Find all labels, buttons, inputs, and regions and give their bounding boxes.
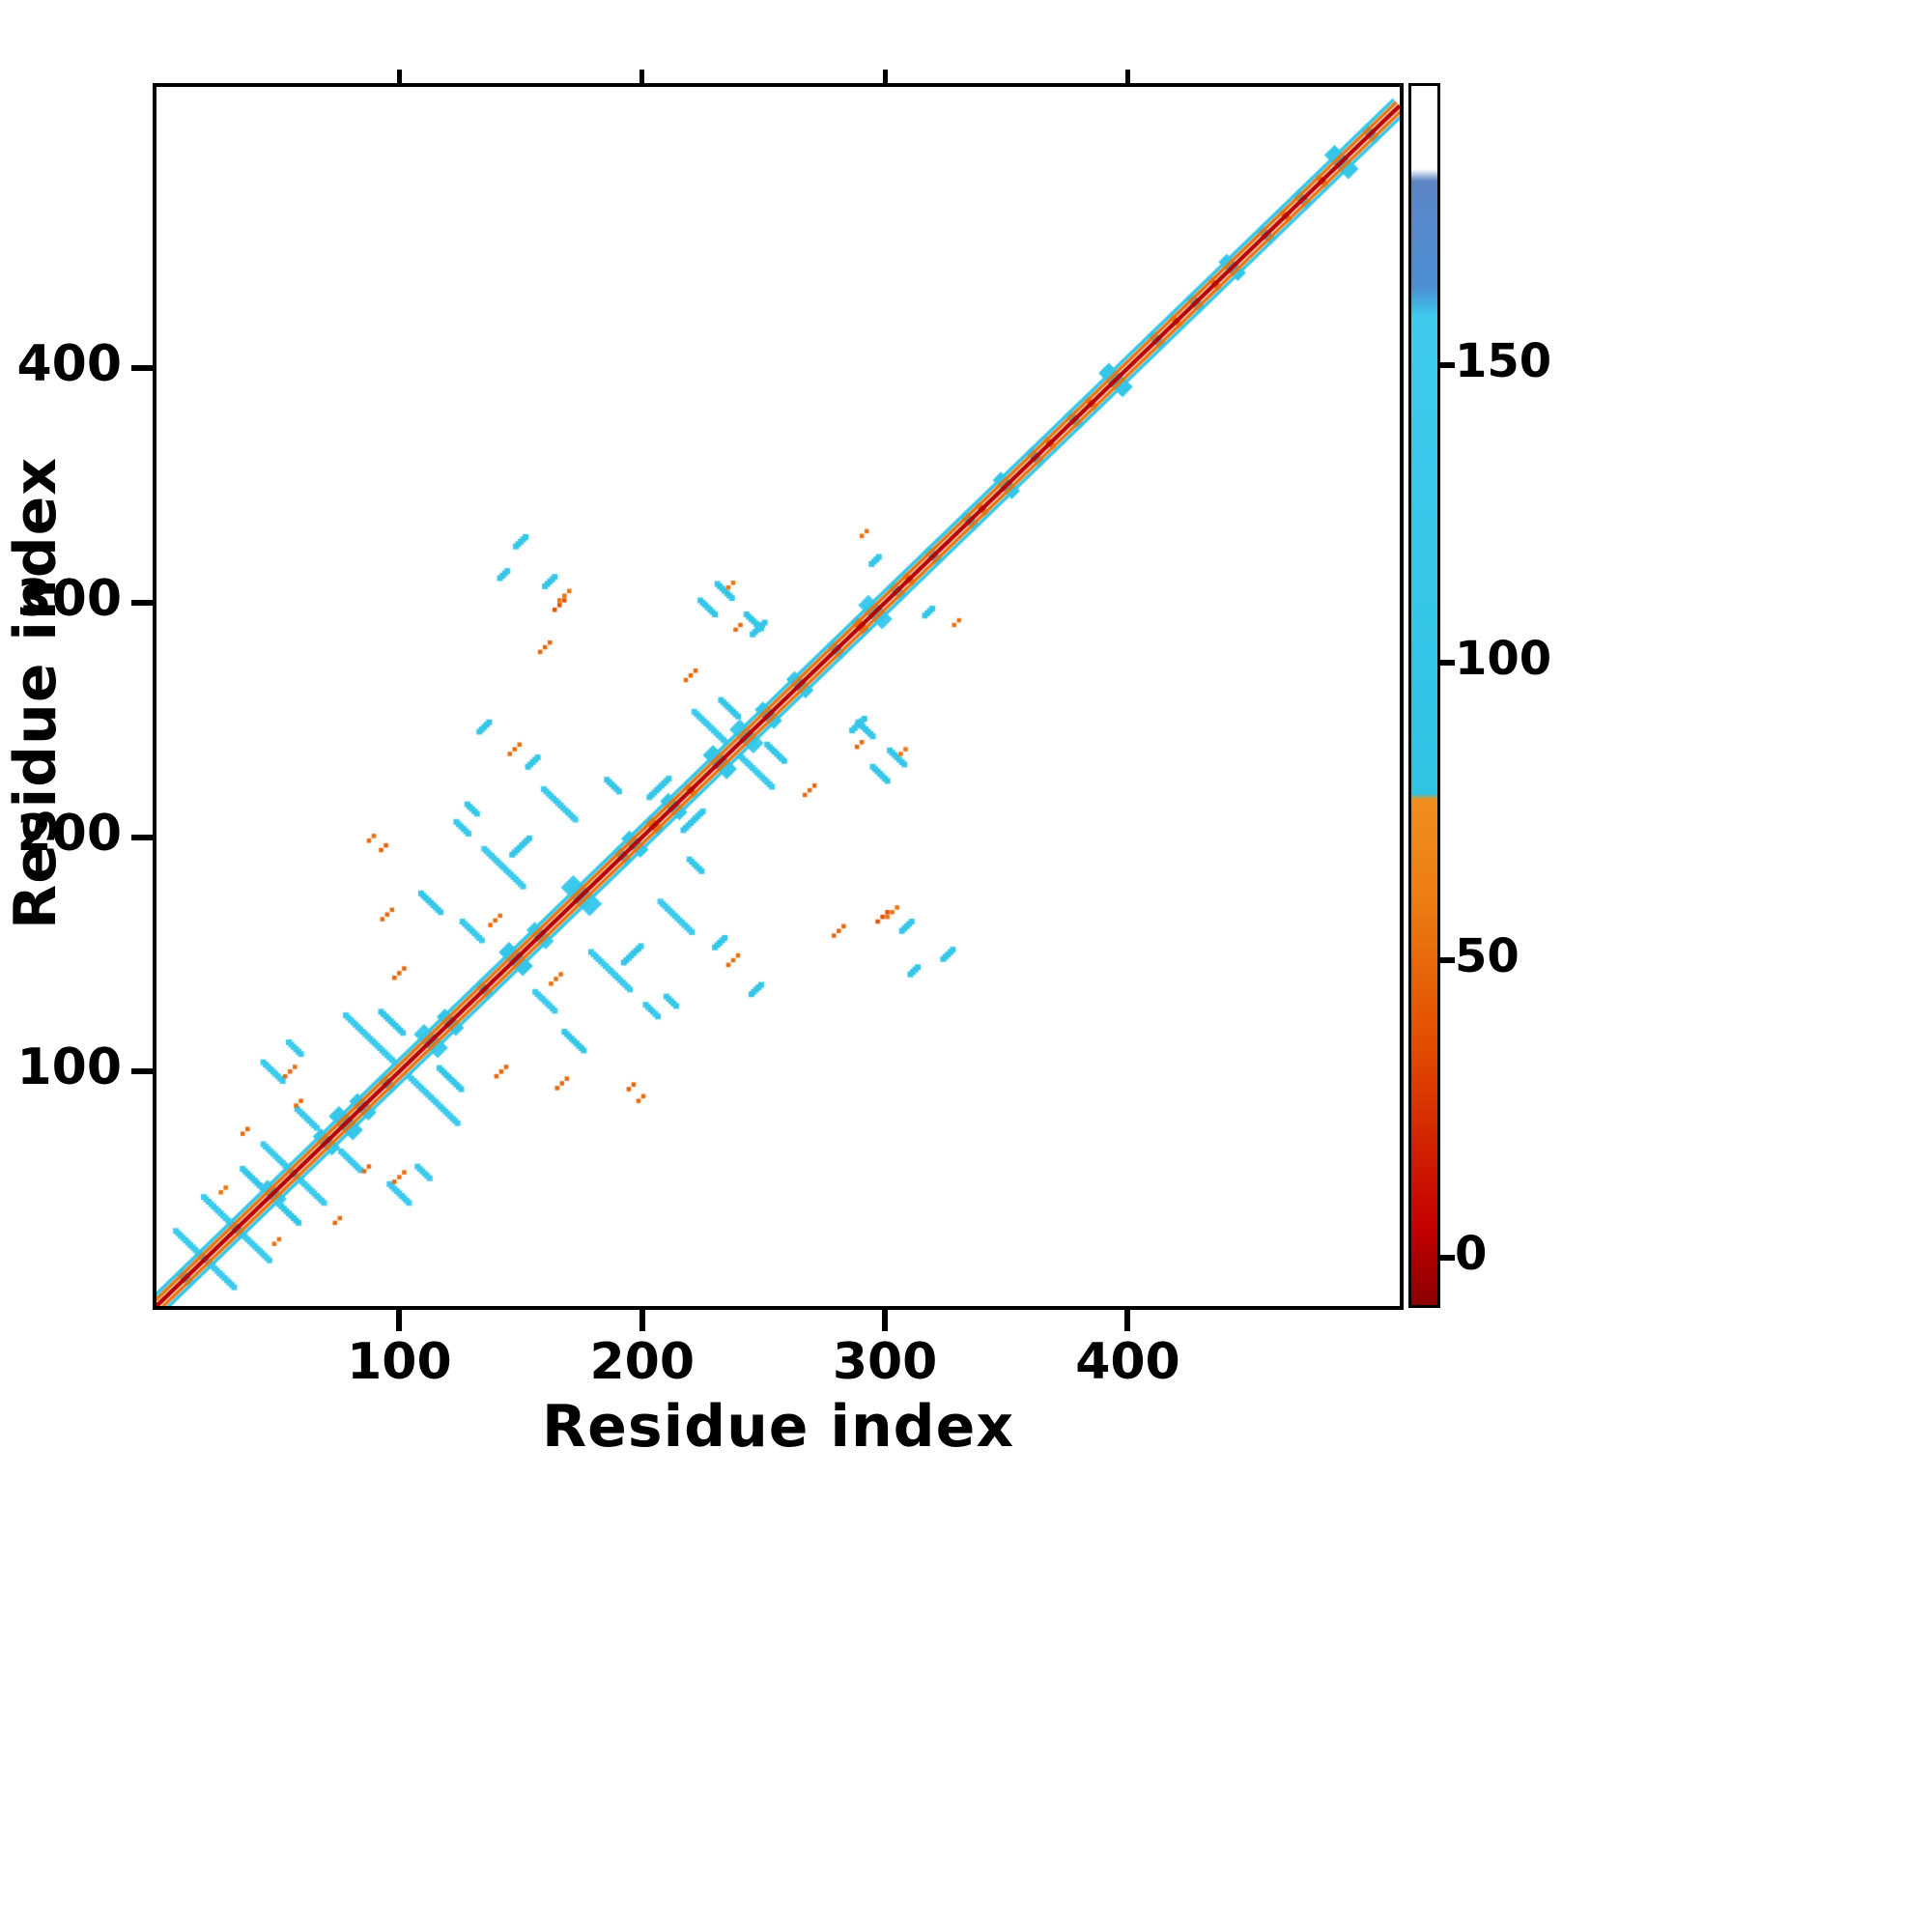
x-tick — [396, 1310, 403, 1331]
y-tick-label: 400 — [16, 335, 122, 394]
y-axis-title: Residue index — [2, 456, 70, 929]
colorbar-tick — [1440, 660, 1455, 667]
y-tick-label: 300 — [16, 569, 122, 628]
colorbar-tick — [1440, 362, 1455, 369]
x-tick-label: 200 — [589, 1333, 695, 1391]
colorbar-gradient — [1411, 86, 1437, 1305]
colorbar-tick-label: 0 — [1455, 1226, 1488, 1281]
x-tick — [882, 1310, 889, 1331]
y-tick-label: 100 — [16, 1038, 122, 1097]
x-tick-label: 300 — [832, 1333, 938, 1391]
colorbar-tick — [1440, 956, 1455, 963]
x-top-tick — [1124, 70, 1130, 83]
colorbar-tick-label: 50 — [1455, 928, 1520, 983]
colorbar — [1408, 83, 1440, 1308]
x-top-tick — [639, 70, 645, 83]
x-axis-title: Residue index — [541, 1393, 1015, 1461]
colorbar-tick-label: 150 — [1455, 334, 1552, 389]
x-tick-label: 100 — [347, 1333, 452, 1391]
x-tick — [1124, 1310, 1131, 1331]
x-tick — [639, 1310, 645, 1331]
colorbar-tick — [1440, 1254, 1455, 1261]
y-tick — [131, 599, 153, 606]
y-tick — [131, 834, 153, 840]
contact-map-canvas — [156, 87, 1400, 1306]
x-top-tick — [396, 70, 402, 83]
y-tick-label: 200 — [16, 804, 122, 863]
x-top-tick — [882, 70, 888, 83]
y-tick — [131, 1068, 153, 1075]
y-tick — [131, 365, 153, 372]
colorbar-tick-label: 100 — [1455, 632, 1552, 687]
plot-area — [153, 83, 1404, 1310]
x-tick-label: 400 — [1075, 1333, 1180, 1391]
